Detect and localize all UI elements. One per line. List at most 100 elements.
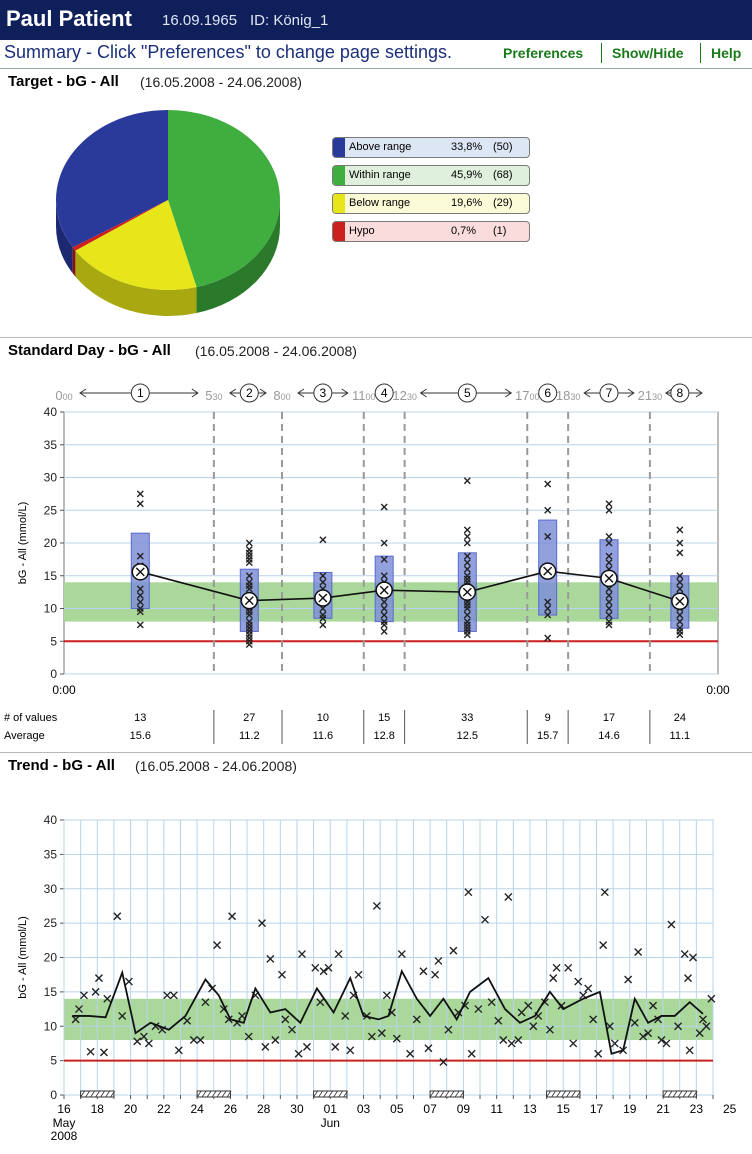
x-stroke [702, 1022, 711, 1031]
x-stroke [136, 591, 144, 599]
reading-marker [380, 572, 388, 580]
preferences-link[interactable]: Preferences [503, 45, 584, 61]
reading-marker [610, 1039, 619, 1048]
reading-marker [702, 1022, 711, 1031]
reading-marker [605, 621, 613, 629]
legend-label: Below range [349, 197, 411, 209]
reading-marker [380, 611, 388, 619]
x-stroke [564, 963, 573, 972]
y-tick-label: 20 [44, 536, 58, 550]
reading-marker [213, 941, 222, 950]
reading-marker [605, 552, 613, 560]
reading-marker [657, 1036, 666, 1044]
y-tick-label: 35 [44, 847, 58, 861]
reading-marker [163, 991, 172, 1000]
reading-marker [319, 536, 327, 544]
x-stroke [481, 915, 490, 924]
average-marker-x [318, 593, 328, 603]
x-stroke [91, 987, 100, 996]
x-stroke [514, 1036, 523, 1044]
x-stroke [689, 953, 698, 962]
x-stroke [224, 1015, 233, 1024]
x-stroke [380, 539, 388, 547]
period-number-circle [457, 383, 477, 403]
reading-marker [605, 605, 613, 612]
reading-marker [463, 477, 471, 485]
x-stroke [463, 532, 471, 540]
reading-marker [676, 578, 684, 586]
x-stroke [644, 1029, 653, 1038]
weekend-hatch [95, 1090, 100, 1098]
reading-marker [474, 1005, 483, 1014]
arrow-head [79, 388, 87, 398]
period-number: 8 [677, 386, 684, 400]
target-date-range: (16.05.2008 - 24.06.2008) [140, 74, 302, 90]
x-stroke [552, 963, 561, 972]
x-stroke [124, 977, 133, 986]
x-stroke [136, 621, 144, 629]
x-stroke [574, 977, 583, 986]
reading-marker [630, 1018, 639, 1027]
cell-n-values: 33 [461, 712, 473, 724]
x-stroke [94, 974, 103, 983]
weekend-hatch [667, 1090, 673, 1098]
reading-marker [189, 1036, 198, 1044]
cell-n-values: 13 [134, 712, 146, 724]
period-number: 7 [606, 386, 613, 400]
weekend-hatch [333, 1090, 338, 1098]
legend-count: (29) [493, 197, 513, 209]
help-link[interactable]: Help [711, 45, 742, 61]
x-stroke [544, 532, 552, 540]
x-stroke [174, 1046, 183, 1055]
x-stroke [380, 621, 388, 629]
reading-marker [245, 539, 253, 547]
reading-marker [406, 1049, 415, 1058]
x-stroke [245, 611, 253, 619]
reading-marker [544, 634, 552, 642]
pie-slice-side [56, 200, 73, 274]
x-stroke [118, 1011, 127, 1020]
reading-marker [463, 539, 471, 547]
x-stroke [380, 598, 388, 606]
weekend-hatch [672, 1090, 678, 1098]
reading-marker [372, 901, 381, 910]
x-stroke [605, 539, 613, 547]
x-stroke [136, 552, 144, 560]
arrow-head [627, 388, 635, 398]
standard-day-section-title: Standard Day - bG - All [8, 342, 171, 359]
x-stroke [439, 1058, 448, 1066]
y-tick-label: 15 [44, 985, 58, 999]
show-hide-link[interactable]: Show/Hide [612, 45, 684, 61]
weekend-hatch [105, 1090, 110, 1098]
x-stroke [676, 585, 684, 593]
period-number-circle [670, 383, 690, 403]
x-stroke [144, 1039, 153, 1048]
weekend-hatch [429, 1090, 435, 1098]
legend-label: Hypo [349, 225, 375, 237]
x-stroke [680, 950, 689, 959]
reading-marker [605, 611, 613, 619]
x-stroke [684, 974, 693, 983]
x-stroke [318, 593, 328, 603]
x-stroke [464, 888, 473, 897]
x-stroke [639, 1032, 648, 1041]
weekend-hatch [343, 1090, 348, 1098]
x-tick-label: 25 [723, 1102, 737, 1116]
x-stroke [600, 888, 609, 897]
weekend-hatch [692, 1090, 698, 1098]
reading-marker [644, 1029, 653, 1038]
x-stroke [189, 1036, 198, 1044]
average-marker-x [604, 573, 614, 583]
reading-marker [287, 1025, 296, 1034]
x-stroke [676, 631, 684, 639]
weekend-hatch [546, 1090, 551, 1098]
weekend-hatch [682, 1090, 688, 1098]
legend-label: Above range [349, 141, 412, 153]
reading-marker [341, 1011, 350, 1020]
x-stroke [297, 950, 306, 959]
reading-marker [689, 953, 698, 962]
reading-marker [605, 539, 613, 547]
x-stroke [201, 998, 210, 1007]
reading-marker [676, 549, 684, 557]
